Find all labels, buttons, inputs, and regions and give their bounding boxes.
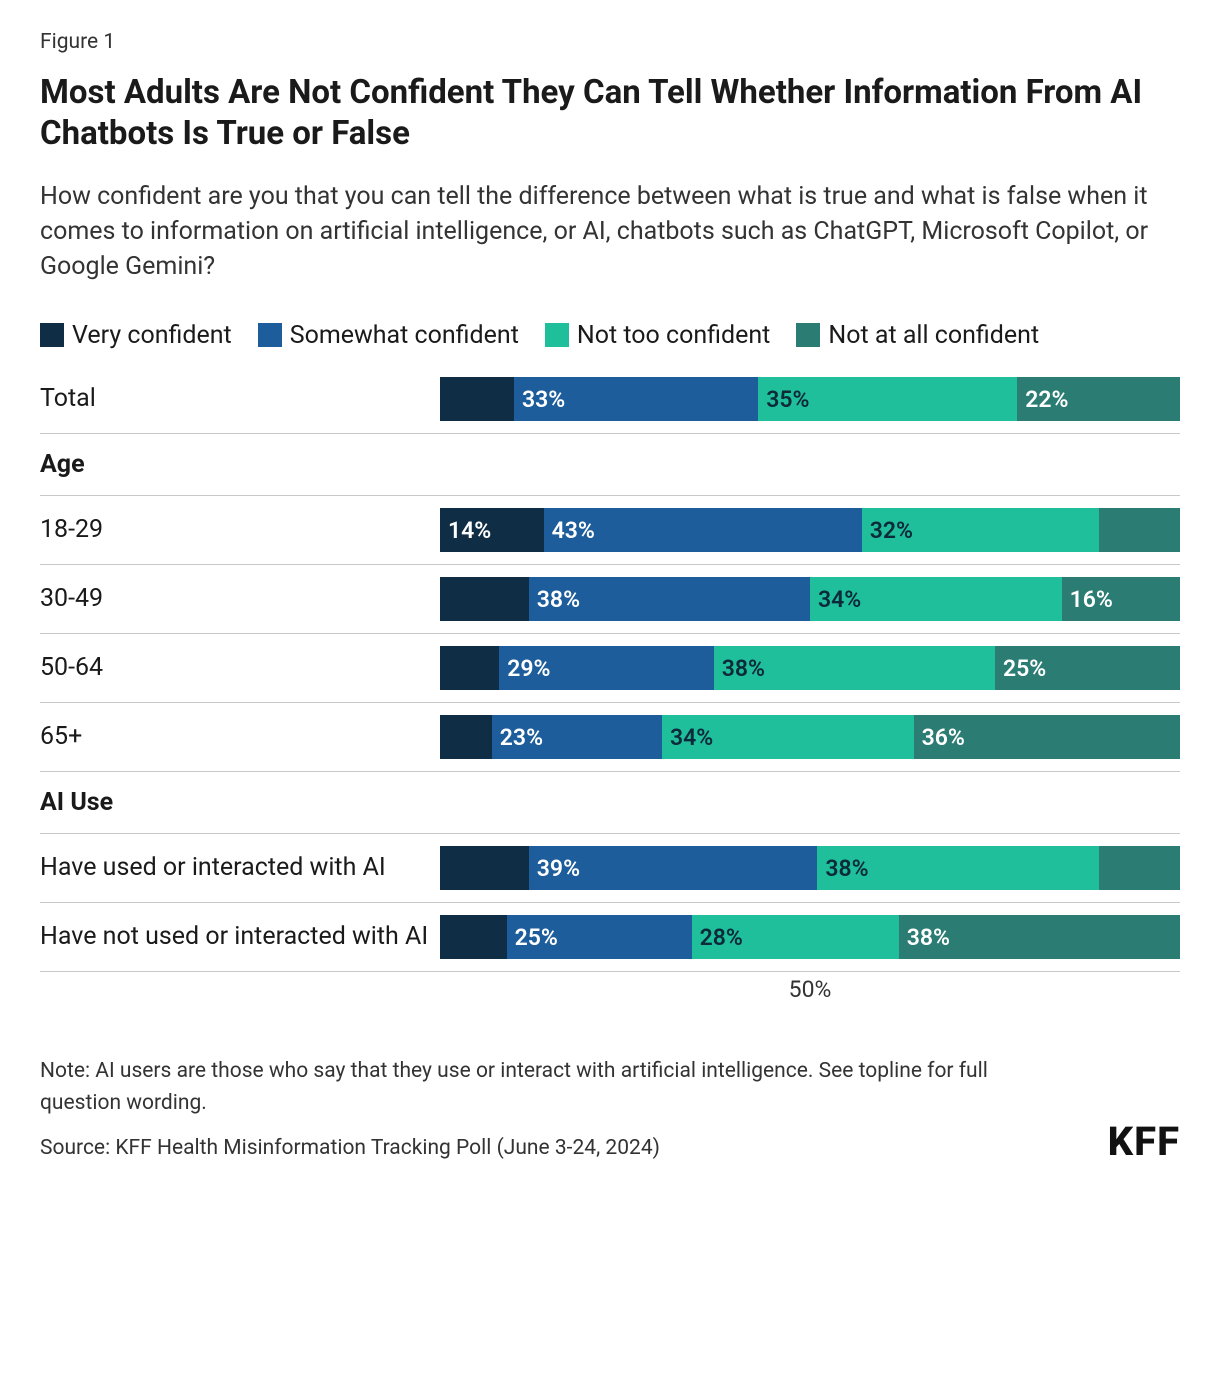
bar-segment <box>440 646 499 690</box>
group-header: AI Use <box>40 772 1180 834</box>
bar-cell: 29%38%25% <box>440 634 1180 702</box>
bar-segment <box>440 577 529 621</box>
bar-segment: 35% <box>758 377 1017 421</box>
stacked-bar: 38%34%16% <box>440 577 1180 621</box>
footer-source: Source: KFF Health Misinformation Tracki… <box>40 1133 1000 1165</box>
chart-subtitle: How confident are you that you can tell … <box>40 179 1180 284</box>
legend-item: Not too confident <box>545 312 770 360</box>
bar-segment: 16% <box>1062 577 1180 621</box>
row-label: Have not used or interacted with AI <box>40 905 440 968</box>
stacked-bar-chart: Total33%35%22%Age18-2914%43%32%30-4938%3… <box>40 365 1180 972</box>
legend-label: Somewhat confident <box>290 312 519 360</box>
bar-segment <box>440 377 514 421</box>
legend-swatch <box>40 323 64 347</box>
legend-swatch <box>796 323 820 347</box>
bar-segment: 29% <box>499 646 714 690</box>
legend-item: Very confident <box>40 312 232 360</box>
bar-segment: 38% <box>529 577 810 621</box>
legend: Very confident Somewhat confident Not too … <box>40 312 1180 360</box>
figure-label: Figure 1 <box>40 30 1180 54</box>
bar-row: 65+23%34%36% <box>40 703 1180 772</box>
bar-cell: 39%38% <box>440 834 1180 902</box>
legend-label: Not too confident <box>577 312 770 360</box>
bar-row: 50-6429%38%25% <box>40 634 1180 703</box>
row-label: 50-64 <box>40 636 440 699</box>
bar-segment: 28% <box>692 915 899 959</box>
legend-swatch <box>258 323 282 347</box>
legend-item: Not at all confident <box>796 312 1039 360</box>
footer-note: Note: AI users are those who say that th… <box>40 1056 1000 1119</box>
x-axis: 50% <box>40 974 1180 1008</box>
bar-segment: 25% <box>995 646 1180 690</box>
row-label: Total <box>40 367 440 430</box>
bar-segment: 33% <box>514 377 758 421</box>
bar-segment: 25% <box>507 915 692 959</box>
stacked-bar: 29%38%25% <box>440 646 1180 690</box>
row-label: 30-49 <box>40 567 440 630</box>
bar-row: 30-4938%34%16% <box>40 565 1180 634</box>
bar-segment <box>440 915 507 959</box>
bar-cell: 25%28%38% <box>440 903 1180 971</box>
bar-segment: 38% <box>817 846 1098 890</box>
bar-segment <box>440 846 529 890</box>
bar-row: Total33%35%22% <box>40 365 1180 434</box>
stacked-bar: 39%38% <box>440 846 1180 890</box>
legend-label: Not at all confident <box>828 312 1039 360</box>
row-label: Have used or interacted with AI <box>40 836 440 899</box>
bar-segment: 38% <box>899 915 1180 959</box>
stacked-bar: 14%43%32% <box>440 508 1180 552</box>
row-label: 18-29 <box>40 498 440 561</box>
bar-segment <box>1099 846 1180 890</box>
bar-cell: 38%34%16% <box>440 565 1180 633</box>
bar-segment: 34% <box>810 577 1062 621</box>
bar-row: Have not used or interacted with AI25%28… <box>40 903 1180 972</box>
bar-segment: 43% <box>544 508 862 552</box>
bar-segment: 32% <box>862 508 1099 552</box>
bar-segment: 23% <box>492 715 662 759</box>
bar-row: Have used or interacted with AI39%38% <box>40 834 1180 903</box>
bar-segment: 14% <box>440 508 544 552</box>
bar-segment <box>1099 508 1180 552</box>
bar-segment: 38% <box>714 646 995 690</box>
row-label: 65+ <box>40 705 440 768</box>
bar-cell: 23%34%36% <box>440 703 1180 771</box>
legend-item: Somewhat confident <box>258 312 519 360</box>
group-header: Age <box>40 434 1180 496</box>
bar-cell: 33%35%22% <box>440 365 1180 433</box>
bar-cell: 14%43%32% <box>440 496 1180 564</box>
kff-logo: KFF <box>1108 1118 1180 1165</box>
stacked-bar: 23%34%36% <box>440 715 1180 759</box>
axis-tick-label: 50% <box>789 976 832 1003</box>
bar-segment <box>440 715 492 759</box>
bar-segment: 36% <box>914 715 1180 759</box>
chart-title: Most Adults Are Not Confident They Can T… <box>40 72 1180 155</box>
bar-segment: 34% <box>662 715 914 759</box>
bar-segment: 22% <box>1017 377 1180 421</box>
bar-segment: 39% <box>529 846 818 890</box>
legend-label: Very confident <box>72 312 232 360</box>
bar-row: 18-2914%43%32% <box>40 496 1180 565</box>
stacked-bar: 25%28%38% <box>440 915 1180 959</box>
legend-swatch <box>545 323 569 347</box>
stacked-bar: 33%35%22% <box>440 377 1180 421</box>
